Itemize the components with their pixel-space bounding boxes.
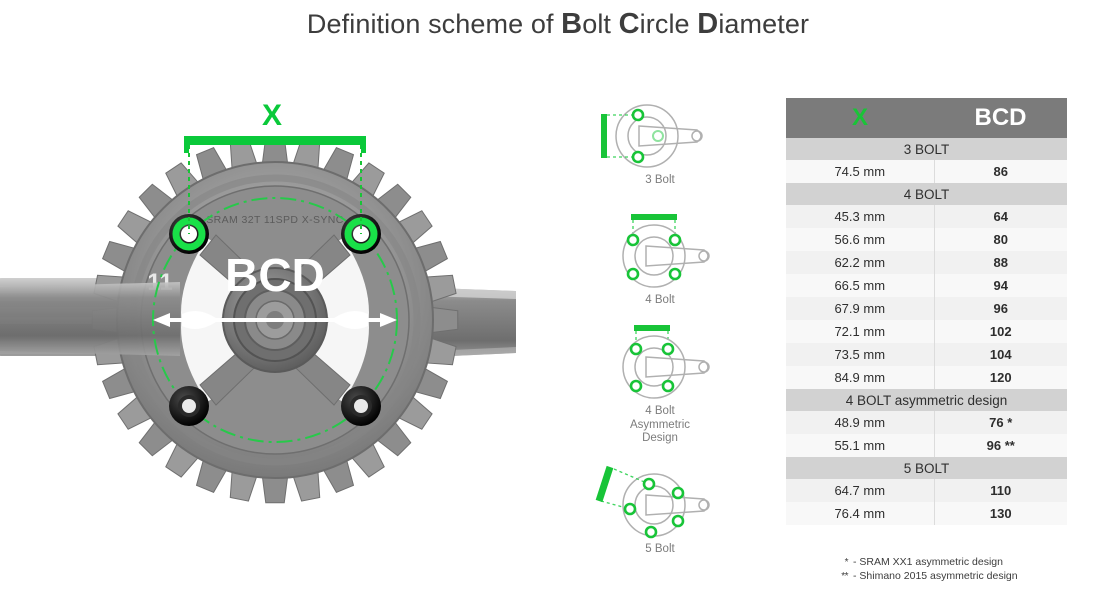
- table-row: 76.4 mm 130: [786, 502, 1067, 525]
- section-label: 3 BOLT: [786, 138, 1067, 160]
- bolt-bottom-left: [169, 386, 209, 426]
- footnote-row: ** - Shimano 2015 asymmetric design: [828, 570, 1098, 584]
- footnote-row: * - SRAM XX1 asymmetric design: [828, 556, 1098, 570]
- table-section-row: 4 BOLT asymmetric design: [786, 389, 1067, 411]
- cell-bcd-value: 104: [934, 343, 1067, 366]
- cell-x-value: 64.7 mm: [786, 479, 935, 502]
- cell-bcd-value: 120: [934, 366, 1067, 389]
- cell-bcd-value: 80: [934, 228, 1067, 251]
- table-row: 66.5 mm 94: [786, 274, 1067, 297]
- footnote-mark: *: [844, 557, 849, 568]
- crank-svg: 11 SRAM 32T 1: [0, 99, 516, 504]
- cell-x-value: 73.5 mm: [786, 343, 935, 366]
- cell-x-value: 84.9 mm: [786, 366, 935, 389]
- diagram-4-bolt-caption: 4 Bolt: [645, 294, 675, 306]
- bolt-bottom-right: [341, 386, 381, 426]
- table-row: 48.9 mm 76 *: [786, 411, 1067, 434]
- section-label: 5 BOLT: [786, 457, 1067, 479]
- footnote-text: - SRAM XX1 asymmetric design: [853, 556, 1003, 568]
- table-row: 55.1 mm 96 **: [786, 434, 1067, 457]
- page-title: Definition scheme of Bolt Circle Diamete…: [0, 8, 1116, 41]
- section-label: 4 BOLT asymmetric design: [786, 389, 1067, 411]
- cell-x-value: 62.2 mm: [786, 251, 935, 274]
- table-row: 84.9 mm 120: [786, 366, 1067, 389]
- cell-x-value: 45.3 mm: [786, 205, 935, 228]
- diagram-5-bolt-caption: 5 Bolt: [645, 543, 675, 555]
- footnotes: * - SRAM XX1 asymmetric design ** - Shiman…: [828, 556, 1098, 583]
- diagram-3-bolt: 3 Bolt: [570, 100, 750, 188]
- cell-x-value: 74.5 mm: [786, 160, 935, 183]
- table-row: 72.1 mm 102: [786, 320, 1067, 343]
- table-row: 56.6 mm 80: [786, 228, 1067, 251]
- bcd-label: BCD: [225, 249, 325, 301]
- chainring-engraving: SRAM 32T 11SPD X-SYNC: [206, 214, 344, 226]
- diagram-4-bolt-asymmetric: 4 Bolt Asymmetric Design: [570, 319, 750, 446]
- section-label: 4 BOLT: [786, 183, 1067, 205]
- table-row: 73.5 mm 104: [786, 343, 1067, 366]
- diagram-4-bolt-asym-caption: 4 Bolt Asymmetric Design: [629, 405, 691, 444]
- cell-x-value: 66.5 mm: [786, 274, 935, 297]
- cell-bcd-value: 96: [934, 297, 1067, 320]
- x-dimension: [184, 136, 366, 234]
- table-row: 64.7 mm 110: [786, 479, 1067, 502]
- table-section-row: 3 BOLT: [786, 138, 1067, 160]
- diagram-5-bolt: 5 Bolt: [570, 457, 750, 557]
- table-section-row: 4 BOLT: [786, 183, 1067, 205]
- x-measure-bar: [184, 136, 366, 145]
- x-label: X: [262, 99, 282, 132]
- cell-bcd-value: 110: [934, 479, 1067, 502]
- cell-x-value: 72.1 mm: [786, 320, 935, 343]
- header-bcd: BCD: [934, 98, 1067, 138]
- table-row: 62.2 mm 88: [786, 251, 1067, 274]
- footnote-mark: **: [841, 570, 848, 582]
- cell-x-value: 67.9 mm: [786, 297, 935, 320]
- cell-x-value: 48.9 mm: [786, 411, 935, 434]
- table-header-row: X BCD: [786, 98, 1067, 138]
- table-row: 74.5 mm 86: [786, 160, 1067, 183]
- cell-bcd-value: 96 **: [934, 434, 1067, 457]
- bolt-pattern-diagrams: 3 Bolt 4 Bolt: [570, 100, 750, 590]
- bcd-table-head: X BCD: [786, 98, 1067, 138]
- cell-bcd-value: 94: [934, 274, 1067, 297]
- diagram-4-bolt: 4 Bolt: [570, 208, 750, 308]
- table-row: 67.9 mm 96: [786, 297, 1067, 320]
- cell-x-value: 76.4 mm: [786, 502, 935, 525]
- footnote-text: - Shimano 2015 asymmetric design: [853, 569, 1018, 582]
- cell-bcd-value: 130: [934, 502, 1067, 525]
- bcd-dimension-arrow: [153, 313, 397, 327]
- diagram-5-bolt-svg: [595, 465, 710, 539]
- cell-bcd-value: 86: [934, 160, 1067, 183]
- bcd-table-body: 3 BOLT 74.5 mm 86 4 BOLT 45.3 mm 64 56.6 mm 80 6…: [786, 138, 1067, 525]
- page-title-text: Definition scheme of Bolt Circle Diamete…: [306, 8, 810, 40]
- diagram-4-bolt-svg: [622, 214, 710, 288]
- cell-x-value: 56.6 mm: [786, 228, 935, 251]
- crank-illustration: 11 SRAM 32T 1: [0, 95, 560, 595]
- cell-bcd-value: 88: [934, 251, 1067, 274]
- cell-bcd-value: 76 *: [934, 411, 1067, 434]
- cell-bcd-value: 102: [934, 320, 1067, 343]
- cell-bcd-value: 64: [934, 205, 1067, 228]
- diagram-3-bolt-svg: [601, 104, 703, 168]
- bcd-table: X BCD 3 BOLT 74.5 mm 86 4 BOLT 45.3 mm 64 56.6…: [786, 98, 1067, 525]
- diagram-3-bolt-caption: 3 Bolt: [645, 174, 675, 186]
- table-section-row: 5 BOLT: [786, 457, 1067, 479]
- header-x: X: [786, 98, 934, 138]
- table-row: 45.3 mm 64: [786, 205, 1067, 228]
- cell-x-value: 55.1 mm: [786, 434, 935, 457]
- diagram-4-bolt-asym-svg: [622, 325, 710, 399]
- crank-arm-left: [0, 281, 180, 357]
